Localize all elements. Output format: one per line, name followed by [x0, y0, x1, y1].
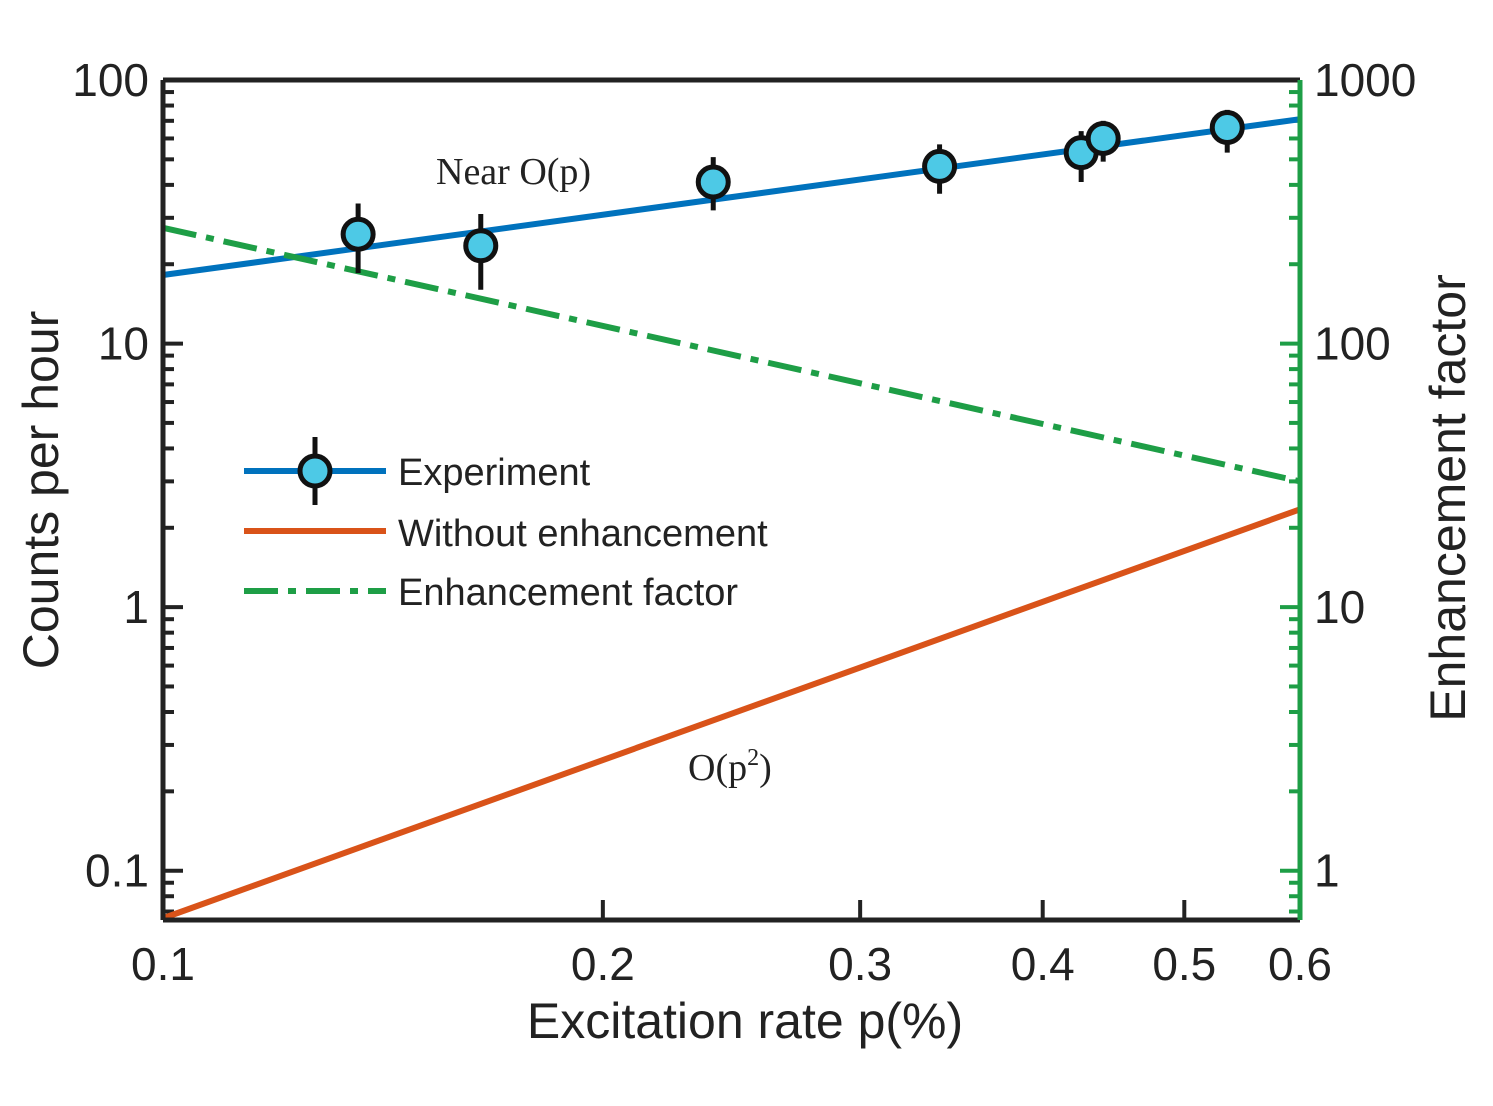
legend-experiment-marker: [297, 453, 333, 489]
legend-enhancement-label: Enhancement factor: [398, 572, 738, 614]
experiment-point: [1209, 110, 1245, 146]
y-axis-title: Counts per hour: [13, 311, 69, 670]
experiment-point: [340, 216, 376, 252]
y2-tick-label: 1: [1314, 845, 1340, 897]
tick-marks: [161, 78, 1302, 920]
without-enhancement-line: [161, 506, 1302, 922]
x-tick-label: 0.1: [131, 938, 195, 990]
experiment-point: [1085, 120, 1121, 156]
y2-axis-title: Enhancement factor: [1420, 274, 1476, 722]
y-tick-label: 10: [98, 318, 149, 370]
experiment-point: [695, 164, 731, 200]
y2-tick-label: 100: [1314, 318, 1391, 370]
x-tick-label: 0.5: [1152, 938, 1216, 990]
y-tick-label: 0.1: [85, 845, 149, 897]
x-tick-label: 0.2: [571, 938, 635, 990]
y-tick-label: 100: [72, 54, 149, 106]
experiment-point: [922, 148, 958, 184]
annotation-quad-sup: 2: [747, 745, 759, 771]
experiment-fit-line: [162, 116, 1301, 278]
legend-experiment-label: Experiment: [398, 452, 591, 494]
enhancement-factor-line: [162, 224, 1301, 485]
experiment-point: [463, 228, 499, 264]
y2-tick-label: 1000: [1314, 54, 1416, 106]
x-tick-label: 0.6: [1268, 938, 1332, 990]
annotation-quad-suffix: ): [759, 747, 772, 789]
y-tick-label: 1: [123, 581, 149, 633]
legend: Experiment Without enhancement Enhanceme…: [244, 437, 768, 614]
annotation-quadratic: O(p2): [688, 745, 772, 789]
annotation-linear: Near O(p): [436, 151, 591, 193]
x-tick-label: 0.3: [828, 938, 892, 990]
x-axis-title: Excitation rate p(%): [527, 993, 963, 1049]
y2-tick-label: 10: [1314, 581, 1365, 633]
tick-labels: 0.1 0.2 0.3 0.4 0.5 0.6 0.1 1 10 100 1 10 100 1000: [72, 54, 1416, 990]
x-tick-label: 0.4: [1011, 938, 1075, 990]
legend-without-label: Without enhancement: [398, 513, 768, 555]
experiment-points: [340, 109, 1245, 290]
annotation-quad-prefix: O(p: [688, 747, 747, 789]
axes-frame: [160, 77, 1303, 923]
